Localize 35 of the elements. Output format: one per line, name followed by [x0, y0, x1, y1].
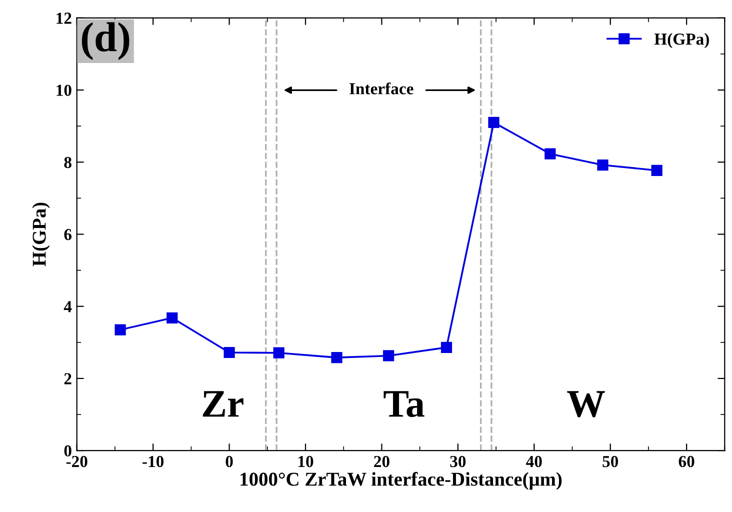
x-tick-label: -10	[142, 456, 164, 468]
x-axis-title: 1000°C ZrTaW interface-Distance(μm)	[240, 472, 562, 490]
annotation: Ta	[384, 391, 424, 418]
y-tick-label: 10	[56, 84, 72, 96]
y-tick-label: 12	[56, 12, 72, 24]
x-tick-label: 40	[526, 456, 542, 468]
point	[331, 352, 342, 364]
legend-label: H(GPa)	[654, 33, 709, 48]
annotation: Interface	[350, 82, 414, 94]
annotation: Zr	[202, 391, 244, 417]
point	[488, 116, 500, 128]
point	[544, 148, 556, 160]
x-tick-label: 60	[678, 456, 694, 468]
x-tick-label: -20	[66, 456, 88, 468]
y-tick-label: 6	[64, 228, 72, 240]
x-tick-label: 50	[602, 456, 618, 468]
x-tick-label: 10	[298, 456, 314, 468]
annotation: (d)	[82, 22, 130, 60]
x-tick-label: 30	[450, 456, 466, 468]
y-tick-label: 2	[64, 373, 72, 384]
y-tick-label: 0	[64, 445, 72, 457]
annotation: W	[567, 391, 605, 418]
point	[651, 164, 662, 176]
y-tick-label: 4	[64, 301, 72, 312]
point	[383, 350, 394, 362]
y-axis-title: H(GPa)	[32, 202, 50, 266]
point	[166, 312, 178, 324]
point	[273, 347, 284, 358]
point	[224, 346, 235, 358]
x-tick-label: 0	[226, 456, 233, 468]
point	[114, 324, 126, 336]
point	[597, 159, 608, 171]
y-tick-label: 8	[64, 156, 72, 168]
point	[440, 342, 452, 354]
x-tick-label: 20	[374, 456, 390, 468]
